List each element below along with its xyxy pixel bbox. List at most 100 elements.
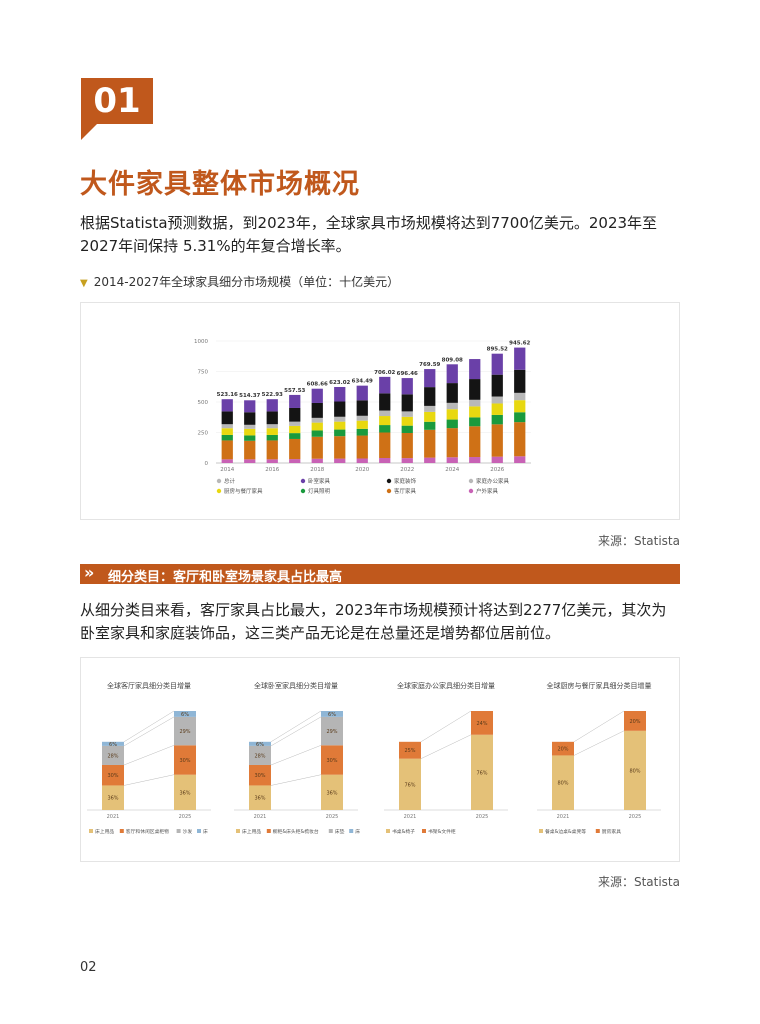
section-title: 大件家具整体市场概况 <box>80 169 360 200</box>
sub-legend-label: 床上用品 <box>95 828 114 835</box>
sub-legend-swatch <box>89 829 93 833</box>
sub-bar-data-label: 29% <box>326 729 337 735</box>
sub-bar-segment <box>174 774 196 810</box>
sub-bar-segment <box>471 734 493 810</box>
y-tick-label: 250 <box>198 431 209 437</box>
sub-x-tick-label: 2021 <box>107 814 120 820</box>
sub-bar-segment <box>399 758 421 810</box>
bar-segment <box>379 457 391 463</box>
sub-legend-swatch <box>266 829 271 833</box>
sub-bar-data-label: 30% <box>107 773 118 779</box>
bar-segment <box>266 411 278 425</box>
bar-segment <box>491 396 503 404</box>
sub-bar-segment <box>102 764 124 786</box>
sub-bar-segment <box>321 716 343 746</box>
total-data-label: 696.46 <box>397 371 418 377</box>
sub-bar-segment <box>552 755 574 810</box>
sub-legend-label: 床垫 <box>335 828 345 835</box>
bar-segment <box>244 412 256 425</box>
x-tick-label: 2014 <box>220 467 234 473</box>
sub-connector-line <box>123 774 175 786</box>
x-tick-label: 2026 <box>490 467 504 473</box>
source-note-2: 来源：Statista <box>597 875 680 889</box>
bar-segment <box>311 458 323 463</box>
bar-segment <box>334 429 346 437</box>
bar-segment <box>334 386 346 402</box>
bar-segment <box>356 415 368 421</box>
bar-segment <box>289 425 301 434</box>
total-data-label: 522.93 <box>262 392 283 398</box>
bar-segment <box>514 456 526 463</box>
bar-segment <box>221 411 233 425</box>
bar-segment <box>469 417 481 427</box>
bar-segment <box>469 406 481 418</box>
sub-connector-line <box>270 745 322 766</box>
total-data-label: 634.49 <box>352 379 373 385</box>
sub-legend-label: 客厅和休闲区桌柜物 <box>126 828 169 835</box>
sub-x-tick-label: 2025 <box>629 814 642 820</box>
legend-label: 户外家具 <box>476 487 499 495</box>
sub-bar-segment <box>174 711 196 717</box>
intro-paragraph: 根据Statista预测数据，到2023年，全球家具市场规模将达到7700亿美元… <box>80 214 658 255</box>
sub-bar-data-label: 76% <box>476 770 487 776</box>
legend-swatch <box>386 478 392 484</box>
sub-legend-swatch <box>197 829 201 833</box>
bar-segment <box>221 424 233 429</box>
sub-bar-segment <box>321 745 343 775</box>
bar-segment <box>446 409 458 420</box>
bar-segment <box>356 428 368 436</box>
bar-segment <box>424 369 436 388</box>
y-tick-label: 750 <box>198 370 209 376</box>
sub-legend-swatch <box>349 829 354 833</box>
sub-connector-line <box>573 710 625 743</box>
bar-segment <box>401 378 413 395</box>
sub-bar-data-label: 36% <box>326 790 337 796</box>
bar-segment <box>446 364 458 384</box>
sub-bar-segment <box>249 745 271 765</box>
bar-segment <box>491 456 503 463</box>
sub-charts-svg: 全球客厅家具细分类目增量 36% 30% 28% 6% 2021 36% 30% 29% 6% 20… <box>87 681 661 835</box>
sub-bar-segment <box>624 730 646 810</box>
sub-bar-data-label: 30% <box>326 758 337 764</box>
legend-swatch <box>300 478 306 484</box>
banner-text: 细分类目：客厅和卧室场景家具占比最高 <box>108 570 343 585</box>
sub-bar-data-label: 6% <box>328 712 336 718</box>
bar-segment <box>266 434 278 441</box>
legend-label: 厨房与餐厅家具 <box>224 487 263 495</box>
sub-bar-segment <box>321 711 343 717</box>
sub-bar-data-label: 36% <box>179 790 190 796</box>
legend-swatch <box>216 488 222 494</box>
bar-segment <box>491 353 503 375</box>
bar-segment <box>221 440 233 460</box>
bar-segment <box>334 436 346 459</box>
section-number-tail <box>81 124 97 140</box>
bar-segment <box>514 400 526 413</box>
total-data-label: 514.37 <box>239 393 260 399</box>
main-chart-label: ▼ 2014-2027年全球家具细分市场规模（单位：十亿美元） <box>80 273 399 290</box>
bar-segment <box>244 459 256 463</box>
bar-segment <box>469 426 481 458</box>
sub-bar-segment <box>249 741 271 746</box>
sub-bar-data-label: 6% <box>181 712 189 718</box>
sub-legend-label: 橱柜&床头柜&梳妆台 <box>273 828 319 835</box>
sub-connector-line <box>270 716 322 747</box>
sub-chart-title: 全球厨房与餐厅家具细分类目增量 <box>547 681 652 690</box>
bar-segment <box>379 410 391 417</box>
sub-connector-line <box>123 710 175 743</box>
bar-segment <box>334 416 346 422</box>
bar-segment <box>401 432 413 459</box>
category-paragraph: 从细分类目来看，客厅家具占比最大，2023年市场规模预计将达到2277亿美元，其… <box>80 601 667 642</box>
sub-bar-data-label: 80% <box>557 781 568 787</box>
bar-segment <box>311 430 323 437</box>
x-tick-label: 2018 <box>310 467 324 473</box>
bar-segment <box>446 457 458 463</box>
sub-connector-line <box>420 710 472 743</box>
sub-bar-data-label: 76% <box>404 782 415 788</box>
sub-legend-swatch <box>236 829 240 833</box>
bar-segment <box>379 432 391 458</box>
triangle-down-icon: ▼ <box>80 278 88 289</box>
bar-segment <box>469 359 481 380</box>
sub-bar-data-label: 25% <box>404 748 415 754</box>
bar-segment <box>221 459 233 463</box>
sub-chart-title: 全球客厅家具细分类目增量 <box>107 681 191 690</box>
